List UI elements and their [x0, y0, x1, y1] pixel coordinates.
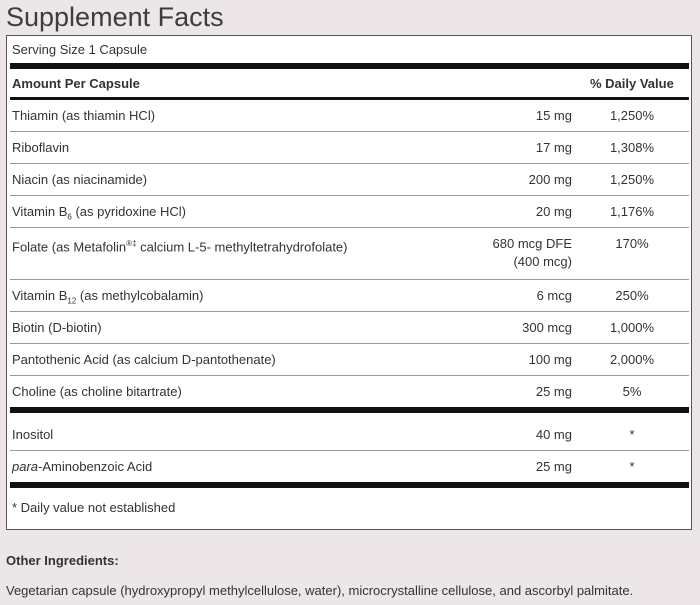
- nutrient-daily-value: 1,250%: [609, 108, 655, 123]
- page-title: Supplement Facts: [6, 2, 224, 32]
- row-divider: [10, 163, 689, 164]
- nutrient-daily-value: 1,308%: [609, 140, 655, 155]
- nutrient-amount: 25 mg: [535, 459, 572, 474]
- row-divider: [10, 450, 689, 451]
- nutrient-name: Inositol: [12, 427, 54, 442]
- thick-divider: [10, 482, 689, 488]
- nutrient-amount: 20 mg: [535, 204, 572, 219]
- nutrient-daily-value: 250%: [615, 288, 649, 303]
- nutrient-amount: 680 mcg DFE (400 mcg): [492, 236, 572, 269]
- nutrient-name: para-Aminobenzoic Acid: [12, 459, 153, 474]
- nutrient-amount: 300 mcg: [522, 320, 572, 335]
- nutrient-name: Pantothenic Acid (as calcium D-pantothen…: [12, 352, 276, 367]
- nutrient-daily-value: 1,250%: [609, 172, 655, 187]
- nutrient-name: Vitamin B12 (as methylcobalamin): [12, 288, 204, 306]
- nutrient-amount: 6 mcg: [536, 288, 572, 303]
- nutrient-amount: 40 mg: [535, 427, 572, 442]
- thick-divider: [10, 407, 689, 413]
- row-divider: [10, 375, 689, 376]
- nutrient-daily-value: 5%: [622, 384, 642, 399]
- nutrient-name: Folate (as Metafolin®‡ calcium L-5- meth…: [12, 239, 348, 255]
- nutrient-amount: 15 mg: [535, 108, 572, 123]
- supplement-facts-panel: Serving Size 1 Capsule Amount Per Capsul…: [6, 35, 692, 530]
- row-divider: [10, 195, 689, 196]
- nutrient-amount: 25 mg: [535, 384, 572, 399]
- nutrient-name: Riboflavin: [12, 140, 70, 155]
- nutrient-daily-value: 1,176%: [609, 204, 655, 219]
- nutrient-daily-value: *: [629, 459, 635, 474]
- serving-size: Serving Size 1 Capsule: [12, 42, 148, 57]
- other-ingredients-text: Vegetarian capsule (hydroxypropyl methyl…: [6, 583, 634, 598]
- row-divider: [10, 227, 689, 228]
- nutrient-amount: 200 mg: [528, 172, 572, 187]
- row-divider: [10, 131, 689, 132]
- nutrient-amount: 100 mg: [528, 352, 572, 367]
- nutrient-daily-value: 1,000%: [609, 320, 655, 335]
- nutrient-name: Niacin (as niacinamide): [12, 172, 148, 187]
- thick-divider: [10, 63, 689, 69]
- footnote: * Daily value not established: [12, 500, 176, 515]
- nutrient-name: Biotin (D-biotin): [12, 320, 102, 335]
- row-divider: [10, 279, 689, 280]
- row-divider: [10, 343, 689, 344]
- nutrient-amount: 17 mg: [535, 140, 572, 155]
- nutrient-name: Choline (as choline bitartrate): [12, 384, 182, 399]
- nutrient-name: Vitamin B6 (as pyridoxine HCl): [12, 204, 187, 222]
- nutrient-name: Thiamin (as thiamin HCl): [12, 108, 156, 123]
- row-divider: [10, 311, 689, 312]
- medium-divider: [10, 97, 689, 100]
- nutrient-daily-value: 2,000%: [609, 352, 655, 367]
- nutrient-daily-value: 170%: [615, 236, 649, 251]
- nutrient-daily-value: *: [629, 427, 635, 442]
- daily-value-label: % Daily Value: [590, 76, 674, 91]
- table-row: Folate (as Metafolin®‡ calcium L-5- meth…: [10, 235, 689, 275]
- other-ingredients-heading: Other Ingredients:: [6, 553, 119, 568]
- amount-per-capsule-label: Amount Per Capsule: [12, 76, 140, 91]
